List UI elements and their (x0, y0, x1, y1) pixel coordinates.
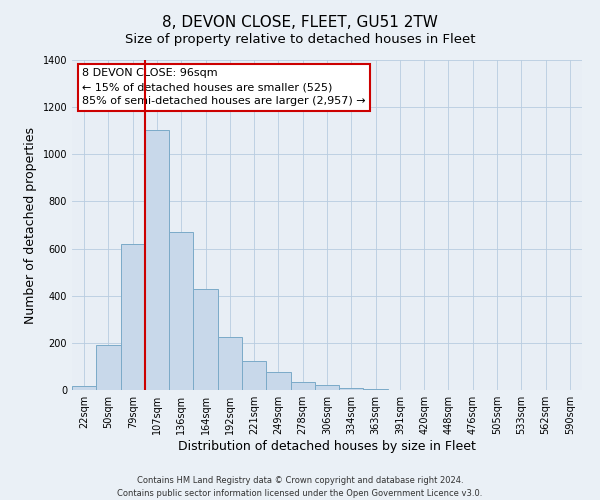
Bar (72, 386, 96, 390)
Bar (193, 288, 218, 390)
Bar (121, 244, 145, 390)
Bar (145, 130, 169, 390)
Bar (169, 232, 193, 390)
Bar (242, 360, 266, 390)
Text: Contains HM Land Registry data © Crown copyright and database right 2024.
Contai: Contains HM Land Registry data © Crown c… (118, 476, 482, 498)
Text: Size of property relative to detached houses in Fleet: Size of property relative to detached ho… (125, 32, 475, 46)
Bar (218, 337, 242, 390)
X-axis label: Distribution of detached houses by size in Fleet: Distribution of detached houses by size … (178, 440, 476, 453)
Text: 8, DEVON CLOSE, FLEET, GU51 2TW: 8, DEVON CLOSE, FLEET, GU51 2TW (162, 15, 438, 30)
Bar (266, 372, 290, 390)
Bar (339, 388, 364, 390)
Bar (96, 345, 121, 390)
Bar (315, 385, 339, 390)
Text: 8 DEVON CLOSE: 96sqm
← 15% of detached houses are smaller (525)
85% of semi-deta: 8 DEVON CLOSE: 96sqm ← 15% of detached h… (82, 68, 366, 106)
Y-axis label: Number of detached properties: Number of detached properties (24, 126, 37, 324)
Bar (290, 382, 315, 390)
